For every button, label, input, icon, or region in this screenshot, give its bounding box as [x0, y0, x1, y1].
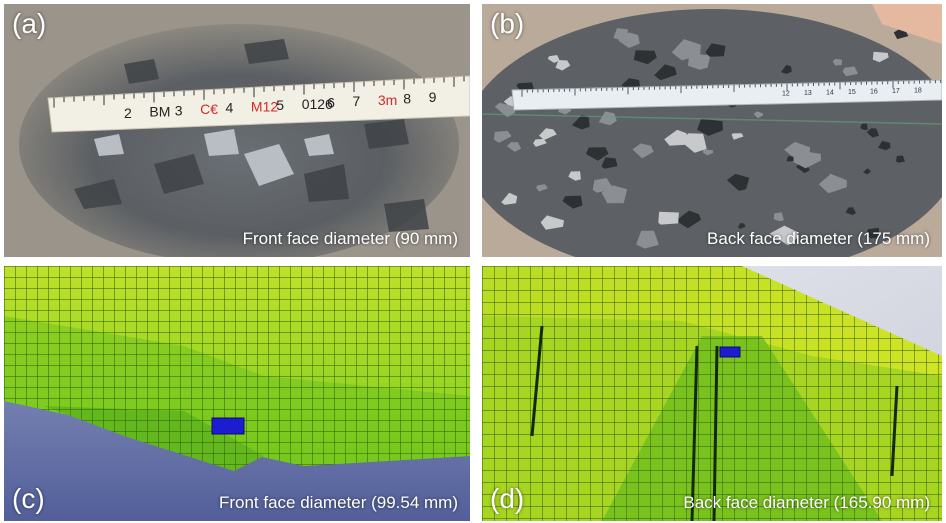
ruler-a — [47, 75, 470, 133]
panel-b: 12 13 14 15 16 17 18 (b) Back face diameter (1… — [482, 4, 942, 257]
ruler-b-mark: 13 — [804, 90, 812, 97]
mesh-element-highlight — [211, 417, 245, 435]
panel-a-label: (a) — [12, 8, 47, 39]
ruler-a-mark: 8 — [403, 90, 411, 106]
panel-d-mesh — [482, 266, 942, 521]
panel-d-caption: Back face diameter (165.90 mm) — [683, 493, 930, 512]
panel-a-caption: Front face diameter (90 mm) — [242, 229, 458, 248]
ruler-b-mark: 18 — [914, 88, 922, 95]
panel-c-mesh — [4, 266, 470, 521]
panel-d: (d) Back face diameter (165.90 mm) — [482, 266, 942, 521]
ruler-b-mark: 16 — [870, 89, 878, 96]
panel-a: 2 BM 3 C€ 4 M12 5 0126 6 7 3m 8 9 (a) Front face dia… — [4, 4, 470, 257]
ruler-a-mark: BM — [149, 104, 170, 120]
mesh-element-highlight-d — [719, 346, 741, 358]
panel-b-caption: Back face diameter (175 mm) — [707, 229, 930, 248]
panel-c-label: (c) — [12, 483, 45, 514]
ruler-b-mark: 12 — [782, 91, 790, 98]
ruler-a-mark: 9 — [429, 89, 437, 105]
panel-a-photo — [4, 4, 470, 257]
ruler-a-mark: 0126 — [302, 96, 333, 112]
ruler-a-mark: 5 — [276, 97, 284, 113]
ruler-a-mark: C€ — [200, 101, 218, 117]
ruler-b-mark: 17 — [892, 88, 900, 95]
ruler-a-mark: 3 — [175, 102, 183, 118]
panel-d-label: (d) — [490, 483, 525, 514]
panel-b-label: (b) — [490, 8, 525, 39]
ruler-a-mark: M12 — [251, 98, 278, 114]
ruler-a-mark: 3m — [378, 92, 397, 108]
panel-c-caption: Front face diameter (99.54 mm) — [218, 493, 458, 512]
panel-b-photo — [482, 4, 942, 257]
panel-c: (c) Front face diameter (99.54 mm) — [4, 266, 470, 521]
ruler-a-mark: 6 — [327, 94, 335, 110]
ruler-a-mark: 7 — [352, 93, 360, 109]
ruler-a-mark: 2 — [124, 105, 132, 121]
ruler-a-mark: 4 — [226, 100, 234, 116]
ruler-b — [511, 79, 942, 111]
ruler-b-labels: 12 13 14 15 16 17 18 — [782, 88, 922, 98]
ruler-b-mark: 14 — [826, 90, 834, 97]
ruler-b-mark: 15 — [848, 89, 856, 96]
